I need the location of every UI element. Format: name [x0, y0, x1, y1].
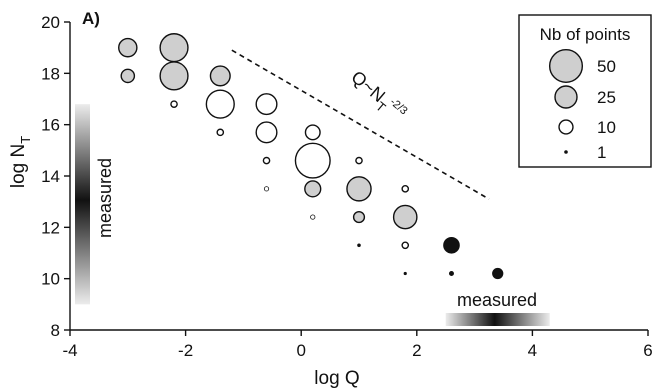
y-tick-label: 16 — [41, 116, 60, 135]
measured-y-label: measured — [95, 158, 115, 238]
trend-line — [231, 49, 490, 200]
x-axis-label: log Q — [314, 368, 359, 388]
data-point — [120, 68, 136, 84]
data-point — [403, 271, 407, 276]
data-point — [255, 93, 278, 116]
data-point — [263, 186, 270, 192]
panel-label: A) — [82, 9, 100, 28]
legend-marker — [564, 150, 568, 154]
measured-x-gradient — [445, 313, 550, 326]
y-tick-label: 14 — [41, 167, 60, 186]
data-point — [304, 180, 322, 198]
data-point — [262, 156, 271, 165]
y-tick-label: 18 — [41, 64, 60, 83]
data-point — [392, 204, 418, 230]
trend-label: Q~NT-2/3 — [344, 67, 409, 128]
data-point — [448, 271, 454, 277]
data-point — [255, 121, 278, 144]
y-tick-label: 12 — [41, 218, 60, 237]
legend-label: 50 — [597, 57, 616, 76]
y-tick-label: 10 — [41, 270, 60, 289]
x-tick-label: 6 — [643, 341, 652, 360]
data-point — [310, 214, 316, 220]
data-point — [209, 65, 231, 87]
data-point — [346, 176, 372, 202]
legend-marker — [558, 119, 574, 135]
y-tick-label: 8 — [51, 321, 60, 340]
data-point — [401, 185, 410, 193]
y-tick-label: 20 — [41, 13, 60, 32]
x-tick-label: -4 — [62, 341, 77, 360]
measured-y-gradient — [75, 104, 90, 305]
legend: Nb of points 50 25 10 1 — [518, 14, 652, 168]
data-point — [355, 156, 363, 165]
data-points — [118, 33, 504, 280]
data-point — [205, 89, 235, 119]
data-point — [352, 210, 366, 224]
legend-marker — [548, 48, 584, 84]
measured-x-label: measured — [457, 290, 537, 310]
axis-ticks: -4 -2 0 2 4 6 8 10 12 14 16 18 20 — [41, 13, 653, 360]
x-tick-label: 2 — [412, 341, 421, 360]
legend-marker — [554, 85, 578, 109]
x-tick-label: 4 — [528, 341, 537, 360]
data-point — [170, 100, 178, 108]
x-tick-label: -2 — [178, 341, 193, 360]
data-point — [357, 243, 361, 248]
legend-box — [518, 14, 652, 168]
data-point — [159, 61, 189, 91]
legend-label: 25 — [597, 88, 616, 107]
data-point — [443, 236, 460, 254]
data-point — [159, 33, 189, 63]
data-point — [304, 124, 321, 141]
legend-title: Nb of points — [540, 25, 631, 44]
data-point — [401, 241, 410, 250]
legend-label: 1 — [597, 143, 606, 162]
y-axis-label: log NT — [8, 136, 33, 188]
x-tick-label: 0 — [296, 341, 305, 360]
data-point — [492, 267, 504, 280]
data-point — [118, 37, 138, 58]
legend-label: 10 — [597, 118, 616, 137]
data-point — [294, 142, 331, 179]
data-point — [216, 128, 225, 137]
